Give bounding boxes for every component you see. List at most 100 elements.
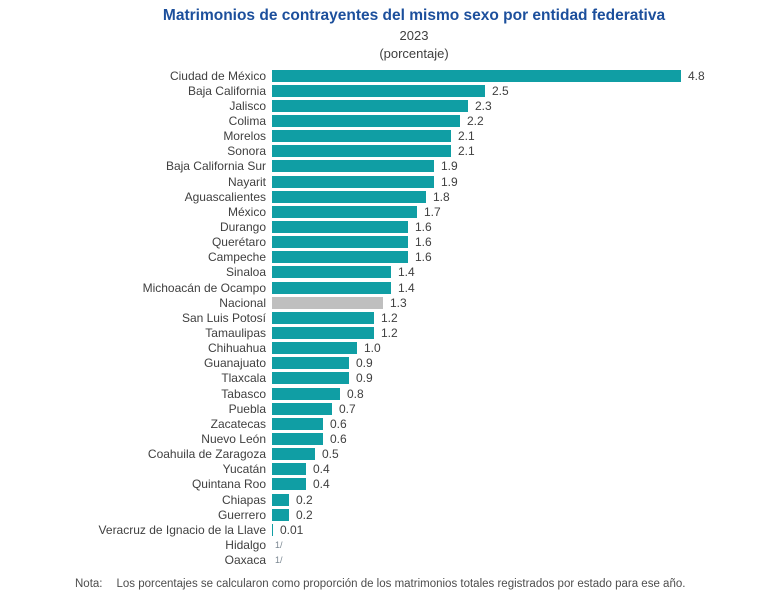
bar-cell: 2.2 (272, 113, 484, 128)
bar-chart: Ciudad de México 4.8 Baja California 2.5 Jal… (0, 68, 765, 568)
bar-cell: 2.1 (272, 144, 475, 159)
value-label: 0.4 (313, 462, 330, 477)
bar (272, 114, 460, 127)
value-label: 0.9 (356, 356, 373, 371)
bar-cell: 1.9 (272, 159, 458, 174)
category-label: Yucatán (222, 462, 266, 477)
value-label: 2.2 (467, 113, 484, 128)
category-label: Querétaro (211, 235, 266, 250)
category-label: Campeche (207, 250, 266, 265)
bar-cell: 1.6 (272, 219, 432, 234)
bar (272, 220, 408, 233)
bar (272, 372, 349, 385)
bar-cell: 1.4 (272, 265, 415, 280)
chart-row: San Luis Potosí 1.2 (0, 310, 765, 325)
category-label: México (227, 204, 266, 219)
value-label: 1.4 (398, 265, 415, 280)
category-label: Coahuila de Zaragoza (147, 447, 266, 462)
category-label: Durango (219, 219, 266, 234)
category-label: Tabasco (221, 386, 266, 401)
chart-row: Zacatecas 0.6 (0, 416, 765, 431)
value-label: 1.6 (415, 235, 432, 250)
chart-row: Quintana Roo 0.4 (0, 477, 765, 492)
bar (272, 99, 468, 112)
category-label: Zacatecas (210, 416, 266, 431)
bar (272, 402, 332, 415)
chart-row: Ciudad de México 4.8 (0, 68, 765, 83)
chart-row: México 1.7 (0, 204, 765, 219)
chart-row: Yucatán 0.4 (0, 462, 765, 477)
category-label: Chiapas (221, 492, 266, 507)
chart-row: Campeche 1.6 (0, 250, 765, 265)
category-label: Tamaulipas (205, 325, 266, 340)
category-label: Colima (228, 113, 266, 128)
value-label: 2.3 (475, 98, 492, 113)
chart-row: Sonora 2.1 (0, 144, 765, 159)
bar-cell: 0.8 (272, 386, 364, 401)
value-label: 1.9 (441, 174, 458, 189)
footnote-label: Nota: (75, 577, 103, 590)
chart-row: Nacional 1.3 (0, 295, 765, 310)
bar (272, 236, 408, 249)
chart-row: Sinaloa 1.4 (0, 265, 765, 280)
chart-row: Colima 2.2 (0, 113, 765, 128)
category-label: Chihuahua (207, 341, 266, 356)
category-label: Nuevo León (201, 431, 266, 446)
value-label: 0.6 (330, 431, 347, 446)
bar-cell: 0.2 (272, 492, 313, 507)
chart-row: Querétaro 1.6 (0, 235, 765, 250)
category-label: Tlaxcala (221, 371, 266, 386)
category-label: Ciudad de México (169, 68, 266, 83)
bar-cell: 0.9 (272, 356, 373, 371)
chart-row: Baja California 2.5 (0, 83, 765, 98)
bar-cell: 2.5 (272, 83, 509, 98)
bar (272, 448, 315, 461)
category-label: San Luis Potosí (181, 310, 266, 325)
bar (272, 357, 349, 370)
bar (272, 175, 434, 188)
footnote-marker: 1/ (275, 539, 283, 550)
chart-row: Coahuila de Zaragoza 0.5 (0, 447, 765, 462)
bar-cell: 0.9 (272, 371, 373, 386)
bar-cell: 1.3 (272, 295, 407, 310)
chart-row: Nuevo León 0.6 (0, 431, 765, 446)
category-label: Baja California (187, 83, 266, 98)
chart-title: Matrimonios de contrayentes del mismo se… (162, 7, 666, 24)
footnote-marker: 1/ (275, 555, 283, 566)
value-label: 0.2 (296, 507, 313, 522)
bar-national-highlight (272, 296, 383, 309)
bar (272, 160, 434, 173)
chart-row: Baja California Sur 1.9 (0, 159, 765, 174)
value-label: 1.2 (381, 325, 398, 340)
category-label: Veracruz de Ignacio de la Llave (98, 522, 266, 537)
bar-cell: 1.6 (272, 250, 432, 265)
bar-cell: 1.2 (272, 325, 398, 340)
value-label: 1.9 (441, 159, 458, 174)
chart-row: Durango 1.6 (0, 219, 765, 234)
category-label: Aguascalientes (184, 189, 266, 204)
bar-cell: 0.01 (272, 522, 303, 537)
chart-row: Tlaxcala 0.9 (0, 371, 765, 386)
category-label: Oaxaca (224, 553, 266, 568)
bar-cell: 0.2 (272, 507, 313, 522)
chart-row: Morelos 2.1 (0, 129, 765, 144)
bar (272, 387, 340, 400)
chart-row: Nayarit 1.9 (0, 174, 765, 189)
chart-row: Chihuahua 1.0 (0, 341, 765, 356)
bar (272, 251, 408, 264)
footnote-text: Los porcentajes se calcularon como propo… (116, 577, 686, 590)
category-label: Morelos (223, 129, 266, 144)
bar (272, 523, 273, 536)
chart-row: Veracruz de Ignacio de la Llave 0.01 (0, 522, 765, 537)
value-label: 0.8 (347, 386, 364, 401)
value-label: 2.5 (492, 83, 509, 98)
chart-row: Guanajuato 0.9 (0, 356, 765, 371)
chart-row: Tabasco 0.8 (0, 386, 765, 401)
bar (272, 130, 451, 143)
value-label: 1.8 (433, 189, 450, 204)
category-label: Guanajuato (203, 356, 266, 371)
bar (272, 205, 417, 218)
bar-cell: 0.4 (272, 477, 330, 492)
bar (272, 417, 323, 430)
